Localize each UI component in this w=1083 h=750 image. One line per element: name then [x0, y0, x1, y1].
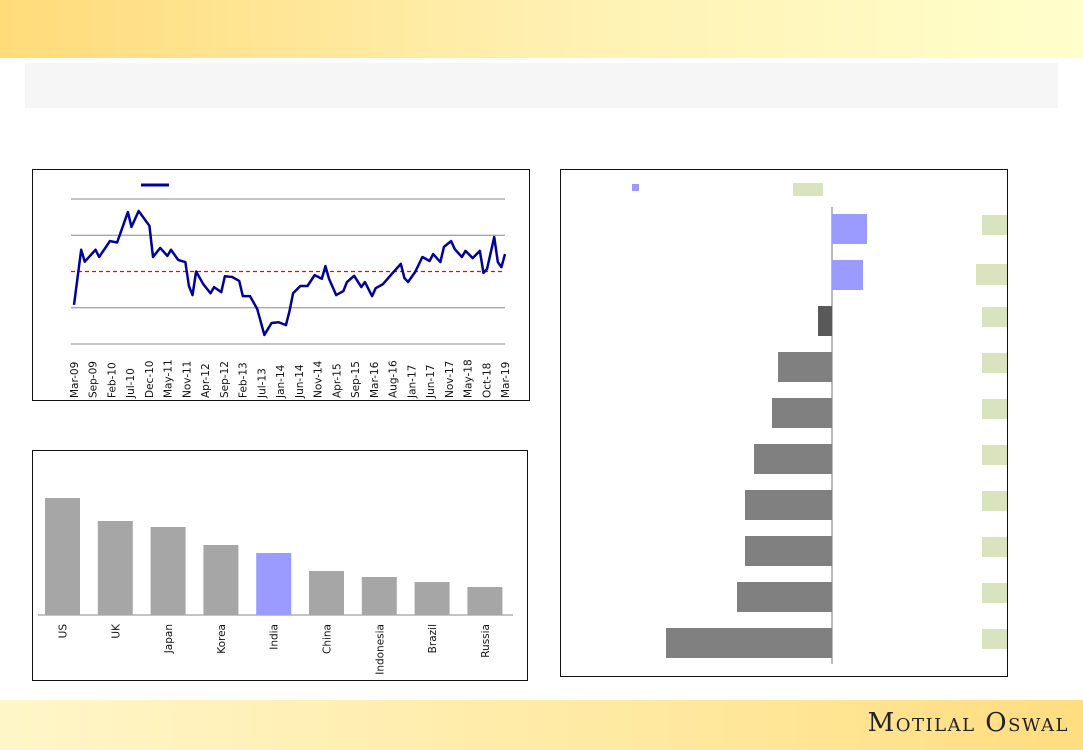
x-tick-label: Sep-15 — [350, 361, 362, 398]
value-label-box — [982, 399, 1007, 419]
country-bar-chart-panel: US UK Japan Korea India China Indonesia Brazil R… — [32, 450, 528, 681]
bar-indonesia — [361, 577, 397, 615]
bar — [745, 536, 832, 566]
bar-korea — [203, 545, 239, 615]
value-label-box — [982, 583, 1007, 603]
category-label: China — [322, 624, 334, 654]
x-tick-label: Dec-10 — [144, 361, 156, 398]
value-label-box — [982, 353, 1007, 373]
x-tick-label: Mar-16 — [369, 361, 381, 398]
x-tick-label: Apr-12 — [200, 363, 212, 398]
bar — [832, 260, 863, 290]
bar-uk — [97, 521, 133, 615]
x-tick-label: Feb-10 — [106, 362, 118, 398]
bar-us — [45, 498, 80, 615]
x-tick-label: May-11 — [163, 359, 175, 398]
bar-china — [309, 571, 344, 615]
bar — [818, 306, 832, 336]
bar-russia — [467, 587, 503, 615]
horizontal-bar-chart-panel — [560, 169, 1008, 677]
header-banner — [0, 0, 1083, 58]
line-chart-panel: Mar-09 Sep-09 Feb-10 Jul-10 Dec-10 May-11 Nov-… — [32, 169, 530, 401]
bar — [737, 582, 832, 612]
value-label-box — [982, 491, 1007, 511]
x-tick-label: Sep-12 — [219, 361, 231, 398]
line-chart: Mar-09 Sep-09 Feb-10 Jul-10 Dec-10 May-11 Nov-… — [69, 183, 512, 399]
bar — [778, 352, 832, 382]
x-tick-label: Jan-14 — [275, 364, 287, 399]
value-label-box — [982, 445, 1007, 465]
category-label: Japan — [163, 624, 175, 654]
bar — [754, 444, 832, 474]
x-tick-label: Feb-13 — [238, 362, 250, 398]
country-bar-chart: US UK Japan Korea India China Indonesia Brazil R… — [38, 498, 513, 675]
x-tick-label: Jul-13 — [256, 368, 268, 399]
x-tick-label: Jun-17 — [425, 364, 437, 399]
legend-swatch-highlight — [632, 184, 639, 191]
x-tick-label: Oct-18 — [481, 363, 493, 398]
x-tick-label: Nov-14 — [313, 360, 325, 398]
category-label: Indonesia — [374, 624, 386, 675]
bar — [745, 490, 832, 520]
bar-india — [256, 553, 292, 615]
value-label-box — [982, 215, 1007, 235]
horizontal-bar-chart — [632, 183, 1007, 664]
subtitle-bar — [25, 63, 1058, 108]
x-tick-label: Jun-14 — [294, 364, 306, 399]
x-tick-label: Jul-10 — [125, 368, 137, 399]
x-tick-label: Apr-15 — [331, 363, 343, 398]
value-label-box — [982, 629, 1007, 649]
brand-logo: Motilal Oswal — [867, 708, 1069, 738]
x-tick-label: Nov-17 — [444, 361, 456, 398]
x-tick-label: Aug-16 — [388, 360, 400, 398]
value-label-box — [982, 307, 1007, 327]
series-line — [72, 209, 507, 337]
category-label: Brazil — [427, 624, 439, 653]
category-label: India — [269, 624, 281, 650]
value-label-box — [976, 264, 1007, 285]
category-label: UK — [110, 623, 122, 639]
x-tick-label: Mar-19 — [500, 362, 512, 398]
category-label: US — [58, 624, 70, 639]
legend-swatch-label — [793, 183, 823, 196]
value-label-box — [982, 537, 1007, 557]
bar — [666, 628, 832, 658]
bar — [772, 398, 832, 428]
bar-japan — [150, 527, 186, 615]
bar-brazil — [414, 582, 450, 615]
x-tick-label: Sep-09 — [88, 361, 100, 398]
x-tick-label: May-18 — [463, 359, 475, 398]
x-tick-label: Jan-17 — [406, 365, 418, 399]
x-tick-label: Nov-11 — [181, 361, 193, 398]
category-label: Russia — [480, 624, 492, 658]
bar — [832, 214, 867, 244]
footer-banner — [0, 700, 1083, 750]
category-label: Korea — [216, 624, 228, 654]
x-tick-label: Mar-09 — [69, 362, 81, 398]
